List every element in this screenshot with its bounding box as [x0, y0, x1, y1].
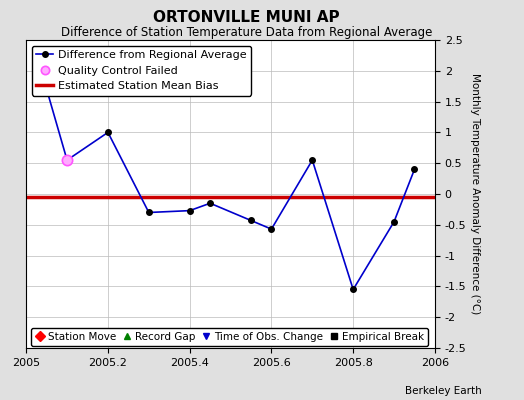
- Text: ORTONVILLE MUNI AP: ORTONVILLE MUNI AP: [153, 10, 340, 25]
- Text: Berkeley Earth: Berkeley Earth: [406, 386, 482, 396]
- Text: Difference of Station Temperature Data from Regional Average: Difference of Station Temperature Data f…: [61, 26, 432, 39]
- Y-axis label: Monthly Temperature Anomaly Difference (°C): Monthly Temperature Anomaly Difference (…: [470, 73, 481, 315]
- Legend: Station Move, Record Gap, Time of Obs. Change, Empirical Break: Station Move, Record Gap, Time of Obs. C…: [31, 328, 428, 346]
- Point: [63, 157, 71, 163]
